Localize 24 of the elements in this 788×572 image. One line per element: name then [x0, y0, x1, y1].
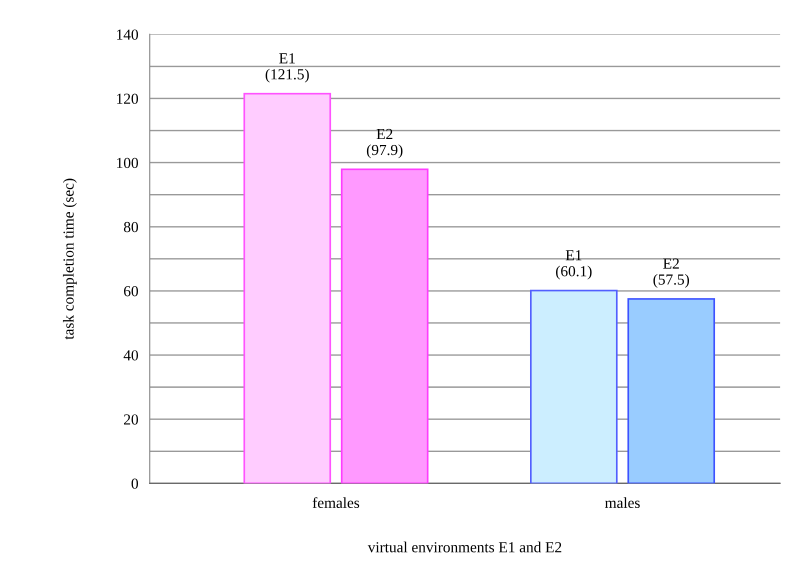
data-label: (121.5)	[266, 68, 309, 83]
data-label: (97.9)	[366, 144, 402, 158]
y-tick-label: 100	[117, 158, 138, 168]
y-tick-label: 40	[124, 350, 138, 360]
text: E1	[279, 53, 295, 64]
y-tick-label: 80	[124, 222, 138, 232]
bar	[530, 290, 618, 484]
y-tick-label: 60	[124, 286, 138, 296]
data-label: (60.1)	[556, 266, 592, 280]
series-label: E2	[376, 128, 392, 140]
y-tick-label: 140	[117, 29, 138, 40]
text: E2	[663, 258, 679, 269]
x-axis-title: virtual environments E1 and E2	[368, 542, 562, 552]
bar	[627, 298, 716, 484]
data-label: (57.5)	[653, 274, 690, 288]
y-axis-title: task completion time (sec)	[62, 178, 77, 340]
y-tick-label: 20	[124, 414, 138, 425]
x-tick-label: females	[312, 497, 360, 508]
x-tick-label: males	[605, 497, 640, 508]
y-tick-label: 0	[132, 478, 138, 489]
bar	[340, 168, 429, 484]
bar	[243, 92, 332, 484]
series-label: E1	[566, 250, 582, 260]
y-tick-label: 120	[117, 94, 138, 104]
